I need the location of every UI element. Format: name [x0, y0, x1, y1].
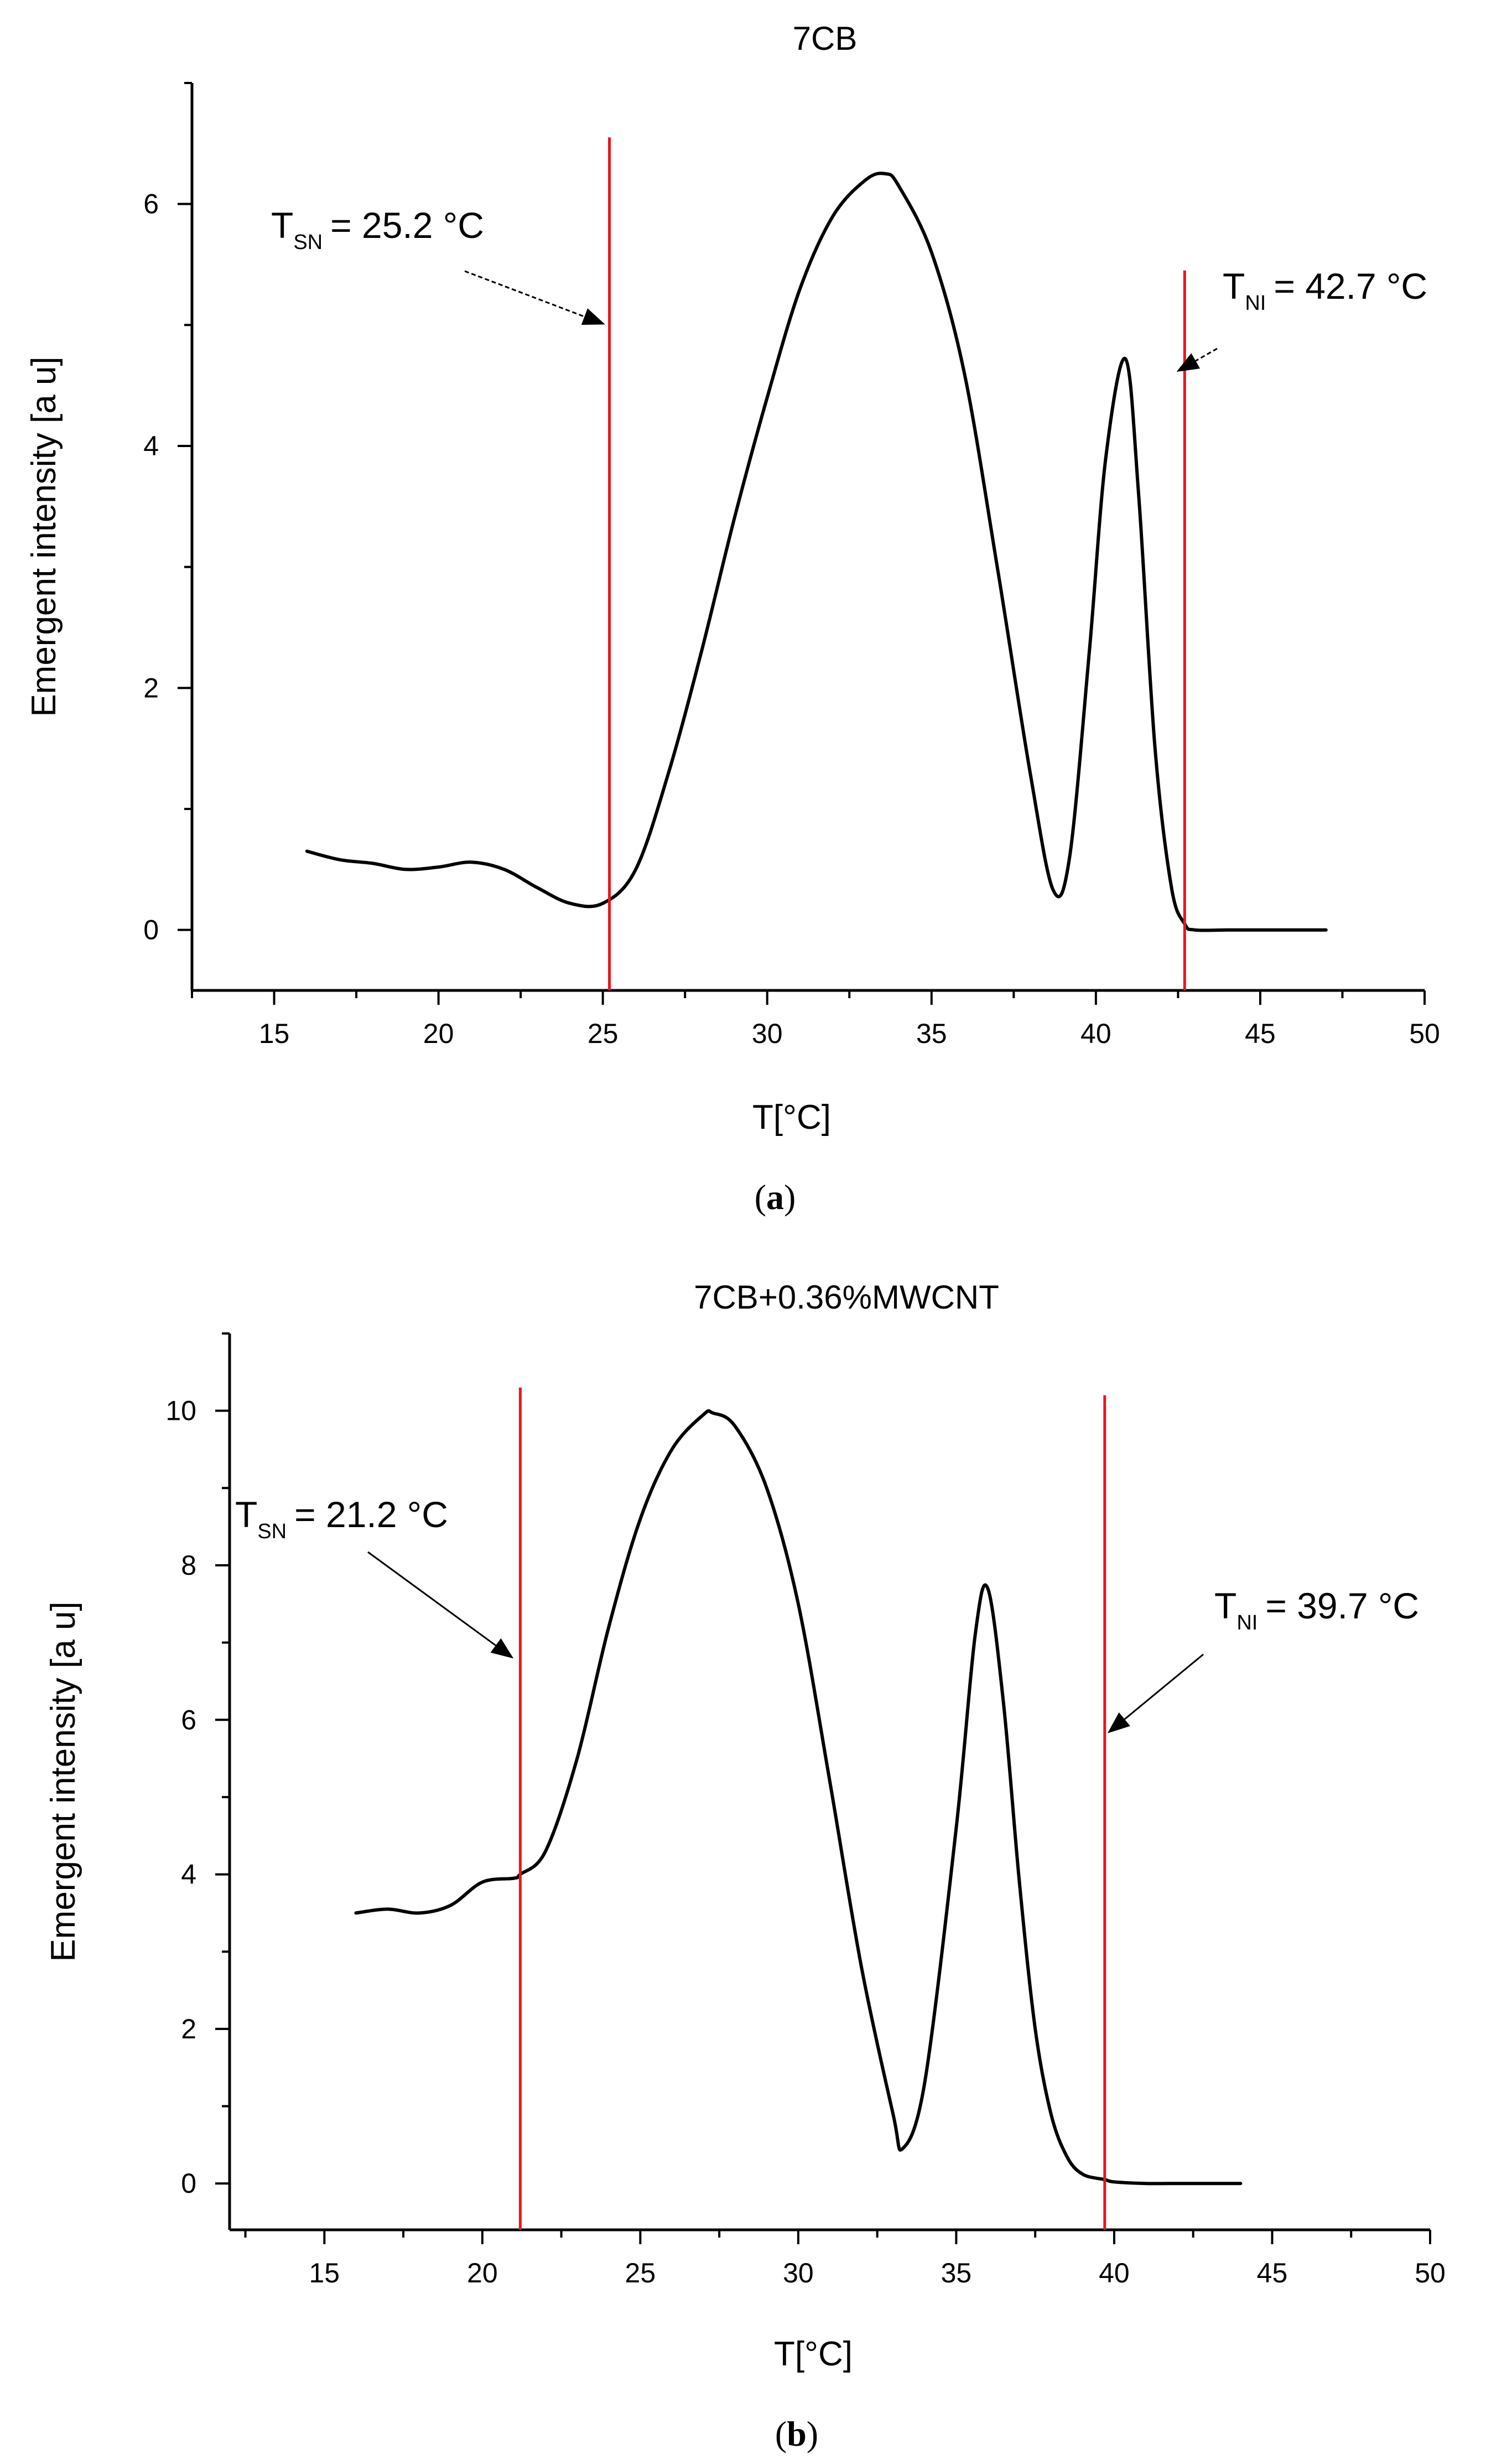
x-tick-label: 35 [941, 2257, 972, 2288]
chart-title: 7CB+0.36%MWCNT [694, 1279, 999, 1316]
annotation-symbol: T [1214, 1585, 1236, 1626]
y-tick-label: 2 [181, 2013, 196, 2044]
x-tick-label: 15 [309, 2257, 340, 2288]
annotation-ni: TNI = 39.7 °C [1214, 1585, 1419, 1634]
annotation-subscript: NI [1236, 1611, 1258, 1634]
annotation-symbol: T [271, 205, 293, 246]
x-tick-label: 25 [625, 2257, 656, 2288]
x-axis-label: T[°C] [774, 2335, 853, 2373]
annotation-arrow [1176, 347, 1218, 372]
chart-panel-a: 7CB 15 20 25 30 35 40 45 50 0 2 4 6 T[°C] Emergent int… [25, 20, 1440, 1217]
y-tick-label: 8 [181, 1550, 196, 1581]
annotation-sn: TSN = 25.2 °C [271, 205, 484, 254]
series-line [305, 172, 1328, 932]
x-tick-label: 45 [1257, 2257, 1288, 2288]
y-axis-label: Emergent intensity [a u] [44, 1601, 82, 1961]
x-tick-label: 30 [783, 2257, 814, 2288]
x-tick-label: 40 [1099, 2257, 1130, 2288]
annotation-sn: TSN = 21.2 °C [235, 1494, 448, 1543]
annotation-value: = 42.7 °C [1274, 266, 1427, 307]
annotation-arrow [367, 1551, 514, 1659]
y-tick-label: 6 [143, 189, 159, 220]
x-tick-label: 45 [1245, 1018, 1276, 1049]
x-tick-label: 35 [916, 1018, 947, 1049]
series-line [354, 1409, 1243, 2186]
y-tick-label: 0 [143, 915, 159, 946]
annotation-ni: TNI = 42.7 °C [1223, 266, 1427, 315]
figure-caption: (a) [755, 1177, 796, 1217]
annotation-arrow [464, 270, 605, 325]
annotation-value: = 25.2 °C [330, 205, 484, 246]
annotation-arrow [1107, 1653, 1204, 1734]
x-tick-label: 20 [467, 2257, 498, 2288]
y-axis-label: Emergent intensity [a u] [25, 356, 63, 717]
x-tick-label: 30 [752, 1018, 783, 1049]
y-tick-label: 2 [143, 672, 159, 703]
x-tick-label: 20 [423, 1018, 454, 1049]
y-tick-label: 10 [165, 1395, 196, 1426]
y-tick-label: 4 [181, 1859, 196, 1890]
annotation-symbol: T [235, 1494, 257, 1535]
x-axis-label: T[°C] [752, 1098, 831, 1136]
y-tick-label: 0 [181, 2168, 196, 2199]
chart-panel-b: 7CB+0.36%MWCNT 15 20 25 30 35 40 45 50 0 2 4 6 8 10 T[°… [44, 1279, 1446, 2453]
x-tick-label: 15 [259, 1018, 290, 1049]
annotation-value: = 39.7 °C [1265, 1585, 1419, 1626]
annotation-value: = 21.2 °C [294, 1494, 448, 1535]
y-tick-label: 6 [181, 1704, 196, 1735]
annotation-subscript: NI [1245, 292, 1266, 315]
y-tick-label: 4 [143, 430, 159, 461]
x-tick-label: 40 [1080, 1018, 1111, 1049]
chart-title: 7CB [793, 20, 858, 57]
figure-caption: (b) [775, 2414, 818, 2453]
x-tick-label: 25 [588, 1018, 619, 1049]
annotation-subscript: SN [257, 1520, 287, 1543]
annotation-subscript: SN [293, 231, 323, 254]
annotation-symbol: T [1223, 266, 1245, 307]
x-tick-label: 50 [1415, 2257, 1446, 2288]
x-tick-label: 50 [1409, 1018, 1440, 1049]
